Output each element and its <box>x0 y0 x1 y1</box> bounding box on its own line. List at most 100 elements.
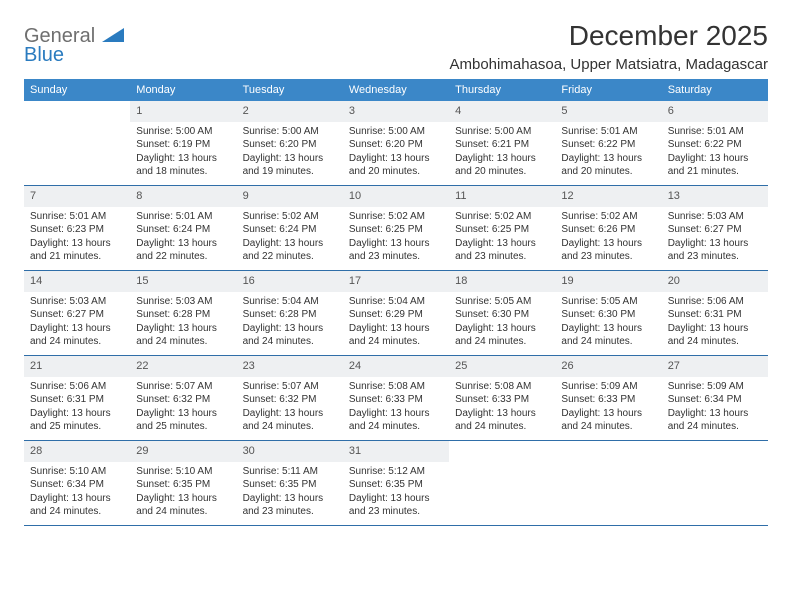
day-body: Sunrise: 5:11 AMSunset: 6:35 PMDaylight:… <box>237 462 343 525</box>
day-info-line: Daylight: 13 hours and 23 minutes. <box>455 237 549 264</box>
day-body <box>24 107 130 116</box>
day-info-line: Sunrise: 5:04 AM <box>349 295 443 309</box>
day-cell: 16Sunrise: 5:04 AMSunset: 6:28 PMDayligh… <box>237 271 343 355</box>
day-headers-row: Sunday Monday Tuesday Wednesday Thursday… <box>24 79 768 101</box>
day-number: 10 <box>343 186 449 207</box>
day-cell: 30Sunrise: 5:11 AMSunset: 6:35 PMDayligh… <box>237 441 343 525</box>
day-header: Monday <box>130 79 236 101</box>
day-info-line: Daylight: 13 hours and 22 minutes. <box>243 237 337 264</box>
day-info-line: Daylight: 13 hours and 24 minutes. <box>561 322 655 349</box>
day-cell: 19Sunrise: 5:05 AMSunset: 6:30 PMDayligh… <box>555 271 661 355</box>
day-info-line: Sunrise: 5:08 AM <box>349 380 443 394</box>
day-info-line: Daylight: 13 hours and 24 minutes. <box>455 407 549 434</box>
week-row: 1Sunrise: 5:00 AMSunset: 6:19 PMDaylight… <box>24 101 768 186</box>
day-body: Sunrise: 5:03 AMSunset: 6:27 PMDaylight:… <box>24 292 130 355</box>
day-info-line: Daylight: 13 hours and 24 minutes. <box>243 407 337 434</box>
day-info-line: Sunset: 6:30 PM <box>561 308 655 322</box>
day-body: Sunrise: 5:01 AMSunset: 6:23 PMDaylight:… <box>24 207 130 270</box>
day-info-line: Sunset: 6:34 PM <box>30 478 124 492</box>
day-info-line: Sunset: 6:31 PM <box>668 308 762 322</box>
day-cell: 18Sunrise: 5:05 AMSunset: 6:30 PMDayligh… <box>449 271 555 355</box>
day-info-line: Sunset: 6:27 PM <box>668 223 762 237</box>
day-number: 27 <box>662 356 768 377</box>
day-cell: 21Sunrise: 5:06 AMSunset: 6:31 PMDayligh… <box>24 356 130 440</box>
day-info-line: Sunrise: 5:00 AM <box>136 125 230 139</box>
day-info-line: Daylight: 13 hours and 24 minutes. <box>243 322 337 349</box>
day-info-line: Daylight: 13 hours and 19 minutes. <box>243 152 337 179</box>
day-info-line: Sunrise: 5:01 AM <box>668 125 762 139</box>
day-cell <box>449 441 555 525</box>
day-info-line: Sunrise: 5:04 AM <box>243 295 337 309</box>
day-number: 29 <box>130 441 236 462</box>
day-info-line: Sunrise: 5:02 AM <box>455 210 549 224</box>
day-body: Sunrise: 5:03 AMSunset: 6:28 PMDaylight:… <box>130 292 236 355</box>
day-cell: 15Sunrise: 5:03 AMSunset: 6:28 PMDayligh… <box>130 271 236 355</box>
day-number: 14 <box>24 271 130 292</box>
day-body: Sunrise: 5:04 AMSunset: 6:29 PMDaylight:… <box>343 292 449 355</box>
day-info-line: Sunset: 6:31 PM <box>30 393 124 407</box>
day-info-line: Sunset: 6:35 PM <box>243 478 337 492</box>
day-number: 7 <box>24 186 130 207</box>
day-number: 9 <box>237 186 343 207</box>
day-number: 11 <box>449 186 555 207</box>
day-cell: 28Sunrise: 5:10 AMSunset: 6:34 PMDayligh… <box>24 441 130 525</box>
day-body: Sunrise: 5:04 AMSunset: 6:28 PMDaylight:… <box>237 292 343 355</box>
day-info-line: Sunrise: 5:07 AM <box>243 380 337 394</box>
day-info-line: Sunrise: 5:00 AM <box>349 125 443 139</box>
day-info-line: Daylight: 13 hours and 23 minutes. <box>349 492 443 519</box>
day-info-line: Sunset: 6:24 PM <box>136 223 230 237</box>
day-info-line: Daylight: 13 hours and 21 minutes. <box>668 152 762 179</box>
day-info-line: Sunrise: 5:01 AM <box>561 125 655 139</box>
day-info-line: Sunset: 6:32 PM <box>136 393 230 407</box>
brand-line2: Blue <box>24 45 124 65</box>
day-header: Friday <box>555 79 661 101</box>
day-info-line: Daylight: 13 hours and 23 minutes. <box>243 492 337 519</box>
day-info-line: Daylight: 13 hours and 24 minutes. <box>30 322 124 349</box>
day-header: Sunday <box>24 79 130 101</box>
day-body: Sunrise: 5:07 AMSunset: 6:32 PMDaylight:… <box>130 377 236 440</box>
day-info-line: Sunrise: 5:12 AM <box>349 465 443 479</box>
day-body: Sunrise: 5:02 AMSunset: 6:25 PMDaylight:… <box>449 207 555 270</box>
day-body: Sunrise: 5:00 AMSunset: 6:20 PMDaylight:… <box>343 122 449 185</box>
day-number: 31 <box>343 441 449 462</box>
day-info-line: Sunset: 6:34 PM <box>668 393 762 407</box>
day-body: Sunrise: 5:09 AMSunset: 6:34 PMDaylight:… <box>662 377 768 440</box>
day-number: 2 <box>237 101 343 122</box>
day-number: 8 <box>130 186 236 207</box>
day-info-line: Sunrise: 5:02 AM <box>243 210 337 224</box>
day-cell: 24Sunrise: 5:08 AMSunset: 6:33 PMDayligh… <box>343 356 449 440</box>
day-cell: 20Sunrise: 5:06 AMSunset: 6:31 PMDayligh… <box>662 271 768 355</box>
day-info-line: Sunset: 6:33 PM <box>455 393 549 407</box>
weeks-container: 1Sunrise: 5:00 AMSunset: 6:19 PMDaylight… <box>24 101 768 526</box>
day-number: 25 <box>449 356 555 377</box>
day-body: Sunrise: 5:06 AMSunset: 6:31 PMDaylight:… <box>24 377 130 440</box>
day-info-line: Daylight: 13 hours and 21 minutes. <box>30 237 124 264</box>
day-header: Tuesday <box>237 79 343 101</box>
day-number: 21 <box>24 356 130 377</box>
day-info-line: Daylight: 13 hours and 25 minutes. <box>136 407 230 434</box>
day-info-line: Sunset: 6:19 PM <box>136 138 230 152</box>
day-info-line: Daylight: 13 hours and 24 minutes. <box>561 407 655 434</box>
day-body: Sunrise: 5:02 AMSunset: 6:24 PMDaylight:… <box>237 207 343 270</box>
day-body: Sunrise: 5:02 AMSunset: 6:25 PMDaylight:… <box>343 207 449 270</box>
triangle-icon <box>102 29 124 46</box>
day-body: Sunrise: 5:08 AMSunset: 6:33 PMDaylight:… <box>343 377 449 440</box>
day-number: 4 <box>449 101 555 122</box>
day-info-line: Daylight: 13 hours and 22 minutes. <box>136 237 230 264</box>
day-number: 15 <box>130 271 236 292</box>
day-info-line: Daylight: 13 hours and 25 minutes. <box>30 407 124 434</box>
day-cell: 12Sunrise: 5:02 AMSunset: 6:26 PMDayligh… <box>555 186 661 270</box>
day-info-line: Daylight: 13 hours and 18 minutes. <box>136 152 230 179</box>
day-cell <box>24 101 130 185</box>
day-number: 19 <box>555 271 661 292</box>
day-cell <box>662 441 768 525</box>
day-cell: 27Sunrise: 5:09 AMSunset: 6:34 PMDayligh… <box>662 356 768 440</box>
brand-logo: General Blue <box>24 20 124 65</box>
day-info-line: Sunrise: 5:08 AM <box>455 380 549 394</box>
day-info-line: Sunset: 6:28 PM <box>136 308 230 322</box>
day-info-line: Sunrise: 5:01 AM <box>30 210 124 224</box>
page-header: General Blue December 2025 Ambohimahasoa… <box>24 20 768 73</box>
day-body <box>449 447 555 456</box>
day-info-line: Sunset: 6:32 PM <box>243 393 337 407</box>
day-info-line: Sunset: 6:24 PM <box>243 223 337 237</box>
